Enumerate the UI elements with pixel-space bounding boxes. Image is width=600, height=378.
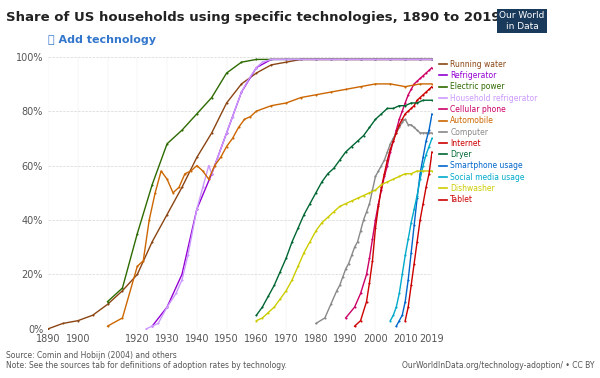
Legend: Running water, Refrigerator, Electric power, Household refrigerator, Cellular ph: Running water, Refrigerator, Electric po… <box>436 57 541 207</box>
Text: Share of US households using specific technologies, 1890 to 2019: Share of US households using specific te… <box>6 11 500 24</box>
Text: ➕ Add technology: ➕ Add technology <box>48 35 156 45</box>
Text: Our World
in Data: Our World in Data <box>499 11 545 31</box>
Text: OurWorldInData.org/technology-adoption/ • CC BY: OurWorldInData.org/technology-adoption/ … <box>401 361 594 370</box>
Text: Source: Comin and Hobijn (2004) and others
Note: See the sources tab for definit: Source: Comin and Hobijn (2004) and othe… <box>6 351 287 370</box>
